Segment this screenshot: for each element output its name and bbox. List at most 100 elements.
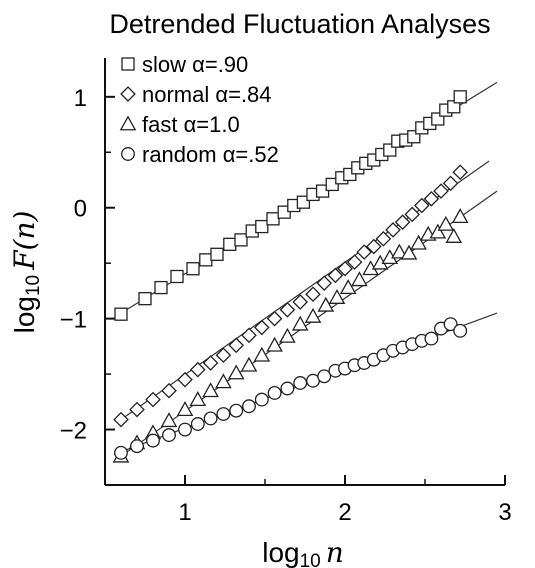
triangle-marker bbox=[445, 228, 463, 243]
square-marker bbox=[223, 237, 237, 251]
square-marker bbox=[453, 90, 467, 104]
y-axis-label: log10 F(n) bbox=[8, 211, 44, 334]
diamond-marker bbox=[356, 244, 373, 260]
x-axis-label: log10 n bbox=[262, 536, 344, 568]
diamond-legend-icon bbox=[120, 86, 136, 102]
diamond-marker bbox=[279, 301, 296, 318]
triangle-legend-icon bbox=[119, 115, 137, 131]
triangle-marker bbox=[279, 327, 296, 343]
legend-entry-background bbox=[116, 141, 312, 167]
triangle-marker bbox=[240, 356, 258, 372]
x-tick-label: 3 bbox=[498, 499, 511, 526]
legend-label: fast α=1.0 bbox=[142, 112, 240, 137]
diamond-marker bbox=[413, 197, 430, 214]
triangle-marker bbox=[291, 315, 309, 331]
y-tick-label: −1 bbox=[60, 307, 87, 334]
circle-marker bbox=[317, 369, 332, 384]
legend-label: normal α=.84 bbox=[142, 82, 272, 107]
diamond-marker bbox=[253, 319, 270, 336]
axis-ticks: 1 2 3 1 0 −1 −2 bbox=[60, 85, 512, 526]
diamond-marker bbox=[346, 254, 363, 270]
circle-marker bbox=[146, 433, 160, 448]
triangle-marker bbox=[227, 364, 245, 380]
square-marker bbox=[170, 269, 184, 284]
square-marker bbox=[210, 247, 224, 261]
diamond-marker bbox=[404, 206, 421, 223]
y-axis-label-variable: F(n) bbox=[8, 211, 41, 271]
diamond-marker bbox=[266, 310, 283, 327]
fit-lines bbox=[120, 81, 498, 457]
diamond-marker bbox=[202, 355, 219, 371]
diamond-marker bbox=[305, 286, 321, 303]
triangle-marker bbox=[253, 346, 271, 362]
data-markers bbox=[112, 90, 469, 463]
triangle-marker bbox=[429, 223, 447, 239]
chart-title: Detrended Fluctuation Analyses bbox=[109, 9, 490, 39]
plot-frame bbox=[104, 58, 505, 486]
circle-marker bbox=[130, 439, 144, 454]
triangle-marker bbox=[160, 412, 178, 428]
triangle-marker bbox=[189, 391, 207, 407]
circle-marker bbox=[203, 411, 218, 426]
circle-marker bbox=[254, 392, 269, 407]
diamond-marker bbox=[452, 164, 469, 181]
diamond-marker bbox=[177, 371, 193, 388]
circle-marker bbox=[443, 317, 458, 332]
circle-marker bbox=[424, 331, 439, 346]
diamond-marker bbox=[433, 183, 449, 199]
square-marker bbox=[234, 233, 248, 247]
circle-marker bbox=[280, 381, 295, 396]
diamond-marker bbox=[423, 191, 440, 207]
circle-marker bbox=[242, 399, 256, 414]
diamond-marker bbox=[365, 238, 382, 255]
legend-entry-background bbox=[116, 81, 312, 107]
triangle-marker bbox=[304, 307, 322, 323]
circle-marker bbox=[190, 417, 205, 431]
y-tick-label: 1 bbox=[74, 85, 87, 112]
triangle-marker bbox=[266, 336, 283, 352]
legend: slow α=.90 normal α=.84 fast α=1.0 random α… bbox=[116, 51, 312, 167]
legend-label: random α=.52 bbox=[142, 142, 279, 167]
diamond-marker bbox=[385, 222, 401, 238]
circle-marker bbox=[216, 407, 231, 421]
circle-marker bbox=[453, 323, 468, 338]
circle-marker bbox=[293, 376, 308, 390]
x-axis-label-subscript: 10 bbox=[300, 551, 321, 568]
circle-marker bbox=[267, 385, 282, 400]
circle-legend-icon bbox=[121, 147, 135, 161]
triangle-marker bbox=[215, 373, 232, 389]
diamond-marker bbox=[129, 401, 145, 418]
square-marker bbox=[266, 212, 280, 226]
x-axis-label-prefix: log bbox=[262, 537, 299, 568]
diamond-marker bbox=[337, 260, 353, 277]
x-tick-label: 2 bbox=[338, 499, 351, 526]
diamond-marker bbox=[145, 391, 161, 408]
y-tick-label: 0 bbox=[74, 196, 87, 223]
triangle-marker bbox=[339, 279, 357, 294]
triangle-marker bbox=[317, 296, 335, 312]
legend-entry-background bbox=[116, 51, 312, 77]
triangle-marker bbox=[437, 215, 455, 231]
square-marker bbox=[114, 307, 128, 321]
triangle-marker bbox=[410, 234, 427, 250]
diamond-marker bbox=[241, 327, 257, 344]
diamond-marker bbox=[228, 337, 245, 354]
diamond-marker bbox=[375, 230, 392, 247]
y-axis-label-subscript: 10 bbox=[23, 275, 44, 296]
legend-label: slow α=.90 bbox=[142, 52, 248, 77]
square-legend-icon bbox=[121, 57, 135, 71]
diamond-marker bbox=[442, 175, 459, 192]
diamond-marker bbox=[161, 382, 177, 399]
triangle-marker bbox=[202, 382, 219, 398]
triangle-marker bbox=[400, 244, 418, 260]
diamond-marker bbox=[394, 214, 411, 230]
triangle-marker bbox=[176, 401, 194, 416]
square-marker bbox=[199, 253, 213, 267]
square-marker bbox=[255, 219, 269, 234]
diamond-marker bbox=[292, 294, 309, 310]
square-marker bbox=[154, 280, 168, 295]
diamond-marker bbox=[113, 411, 129, 428]
y-tick-label: −2 bbox=[60, 418, 87, 445]
diamond-marker bbox=[215, 347, 232, 364]
square-marker bbox=[186, 262, 200, 276]
